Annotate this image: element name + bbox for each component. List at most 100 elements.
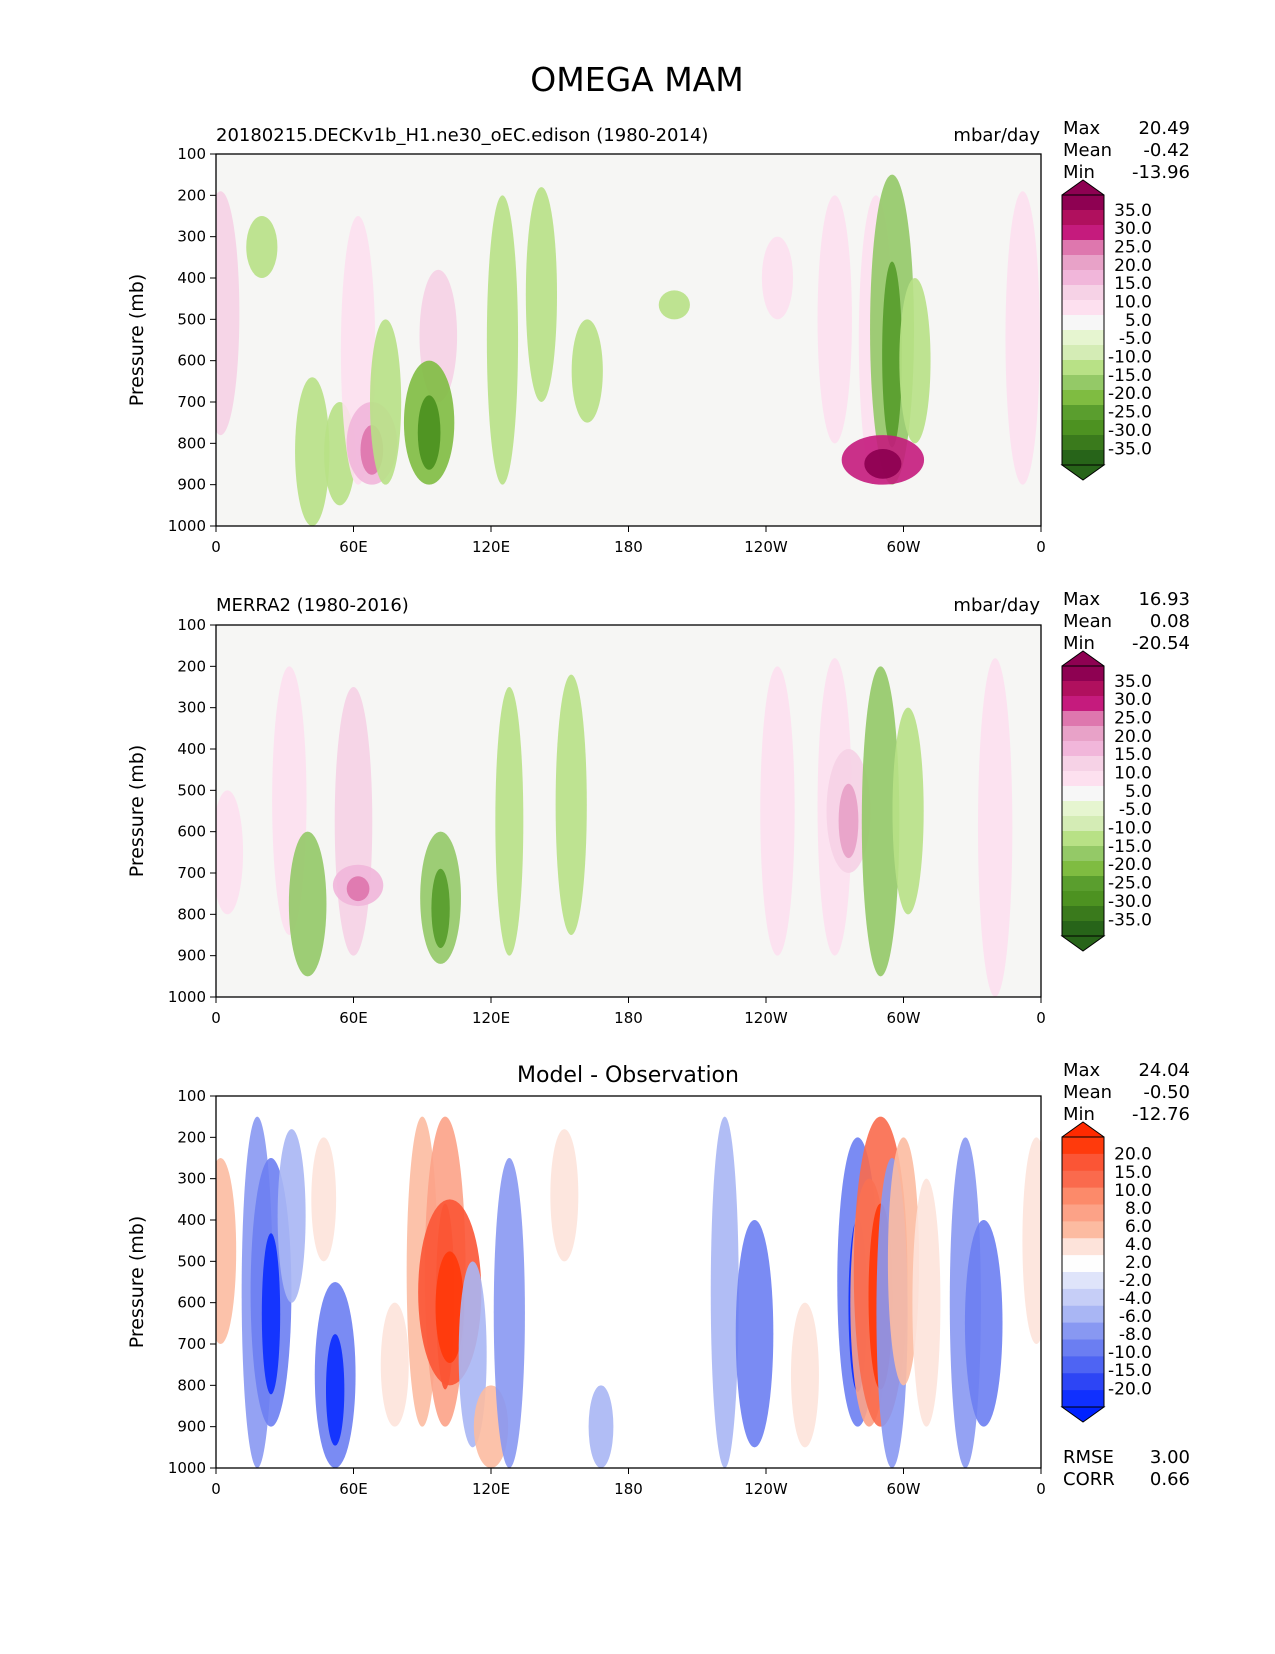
colorbar-swatch: [1062, 1137, 1104, 1155]
field-feature: [735, 1220, 774, 1448]
colorbar-swatch: [1062, 360, 1104, 376]
colorbar-label: 20.0: [1114, 727, 1152, 747]
y-tick-label: 700: [177, 1335, 206, 1353]
y-tick-label: 400: [177, 740, 206, 758]
colorbar-label: 35.0: [1114, 672, 1152, 692]
x-tick-label: 120E: [472, 1480, 510, 1498]
field-feature-core: [882, 261, 902, 448]
colorbar-swatch: [1062, 1288, 1104, 1307]
field-feature: [761, 236, 794, 320]
x-tick-label: 0: [1036, 1009, 1046, 1027]
colorbar-label: 2.0: [1125, 1253, 1152, 1273]
colorbar-label: -2.0: [1119, 1271, 1152, 1291]
colorbar-label: -20.0: [1108, 384, 1152, 404]
panel-2-stat-mean-label: Mean: [1063, 611, 1112, 632]
colorbar-bottom-cap: [1060, 1406, 1106, 1423]
y-tick-label: 1000: [168, 988, 206, 1006]
field-feature: [861, 666, 900, 977]
field-feature: [817, 195, 852, 444]
colorbar-swatch: [1062, 861, 1104, 877]
colorbar-swatch: [1062, 1373, 1104, 1391]
colorbar-swatch: [1062, 816, 1104, 832]
y-tick-label: 400: [177, 269, 206, 287]
field-features: [216, 1116, 1041, 1468]
y-tick-label: 600: [177, 823, 206, 841]
colorbar-label: 25.0: [1114, 237, 1152, 257]
field-feature: [899, 278, 931, 444]
x-tick-label: 0: [211, 1009, 221, 1027]
panel-2-stat-min-value: -20.54: [1132, 633, 1190, 654]
x-tick-label: 60E: [339, 1480, 368, 1498]
colorbar-swatch: [1062, 1153, 1104, 1172]
panel-2-ylabel: Pressure (mb): [126, 745, 148, 878]
panel-3: 100 200 300 400 500 600 700 800 900 1000 0 60E 120E 1…: [168, 1087, 1152, 1498]
colorbar-swatch: [1062, 270, 1104, 286]
y-tick-label: 300: [177, 699, 206, 717]
colorbar-swatch: [1062, 300, 1104, 316]
x-tick-label: 60W: [887, 538, 921, 556]
field-feature: [246, 216, 278, 278]
panel-1-stat-mean-value: -0.42: [1143, 140, 1190, 161]
panel-2-stat-max-value: 16.93: [1138, 589, 1190, 610]
field-feature: [486, 195, 519, 485]
colorbar-swatch: [1062, 435, 1104, 451]
panel-1-title: 20180215.DECKv1b_H1.ne30_oEC.edison (198…: [216, 125, 708, 146]
colorbar-swatch: [1062, 285, 1104, 301]
colorbar-swatch: [1062, 390, 1104, 406]
field-feature: [912, 1178, 941, 1427]
panel-3-stat-mean-label: Mean: [1063, 1082, 1112, 1103]
x-tick-label: 60E: [339, 1009, 368, 1027]
field-feature: [977, 658, 1013, 997]
panel-2-units: mbar/day: [953, 595, 1040, 616]
colorbar-swatch: [1062, 921, 1104, 937]
field-feature-core: [435, 1251, 464, 1364]
colorbar-swatch: [1062, 375, 1104, 391]
panel-2-stat-min-label: Min: [1063, 633, 1095, 654]
x-tick-label: 120E: [472, 1009, 510, 1027]
colorbar-swatch: [1062, 195, 1104, 211]
colorbar-swatch: [1062, 420, 1104, 436]
panel-2-stat-mean-value: 0.08: [1150, 611, 1190, 632]
y-tick-label: 200: [177, 186, 206, 204]
y-tick-label: 300: [177, 1170, 206, 1188]
panel-1: 100 200 300 400 500 600 700 800 900 1000 0 60E 120E 1…: [168, 145, 1152, 556]
field-feature: [369, 319, 402, 485]
colorbar-label: -15.0: [1108, 366, 1152, 386]
figure-title: OMEGA MAM: [530, 60, 743, 99]
y-tick-label: 900: [177, 476, 206, 494]
panel-3-corr-value: 0.66: [1150, 1469, 1190, 1490]
y-tick-label: 500: [177, 781, 206, 799]
panel-3-stat-max-value: 24.04: [1138, 1060, 1190, 1081]
field-feature: [1005, 191, 1040, 485]
colorbar-swatch: [1062, 741, 1104, 757]
colorbar-label: -5.0: [1119, 800, 1152, 820]
panel-3-stat-max-label: Max: [1063, 1060, 1101, 1081]
field-feature: [295, 377, 330, 526]
colorbar-swatch: [1062, 906, 1104, 922]
field-feature: [964, 1220, 1003, 1427]
field-feature-core: [838, 783, 859, 859]
colorbar-label: 35.0: [1114, 201, 1152, 221]
colorbar-label: -15.0: [1108, 1361, 1152, 1381]
panel-3-labels: Model - Observation Pressure (mb) Max 24…: [126, 1060, 1190, 1490]
panel-3-rmse-label: RMSE: [1063, 1447, 1114, 1468]
colorbar-label: 5.0: [1125, 782, 1152, 802]
panel-3-title: Model - Observation: [517, 1063, 739, 1088]
field-features: [216, 174, 1040, 526]
panel-3-rmse-value: 3.00: [1150, 1447, 1190, 1468]
field-feature: [710, 1116, 739, 1468]
field-features: [216, 658, 1013, 997]
colorbar-swatch: [1062, 450, 1104, 466]
panel-3-ylabel: Pressure (mb): [126, 1216, 148, 1349]
colorbar-swatch: [1062, 771, 1104, 787]
panel-1-labels: 20180215.DECKv1b_H1.ne30_oEC.edison (198…: [126, 118, 1190, 406]
y-tick-label: 800: [177, 1376, 206, 1394]
panel-1-stat-max-label: Max: [1063, 118, 1101, 139]
y-tick-label: 100: [177, 616, 206, 634]
y-tick-label: 900: [177, 1418, 206, 1436]
colorbar-label: 25.0: [1114, 708, 1152, 728]
field-feature: [216, 191, 240, 436]
colorbar-swatch: [1062, 345, 1104, 361]
field-feature: [887, 1137, 920, 1386]
